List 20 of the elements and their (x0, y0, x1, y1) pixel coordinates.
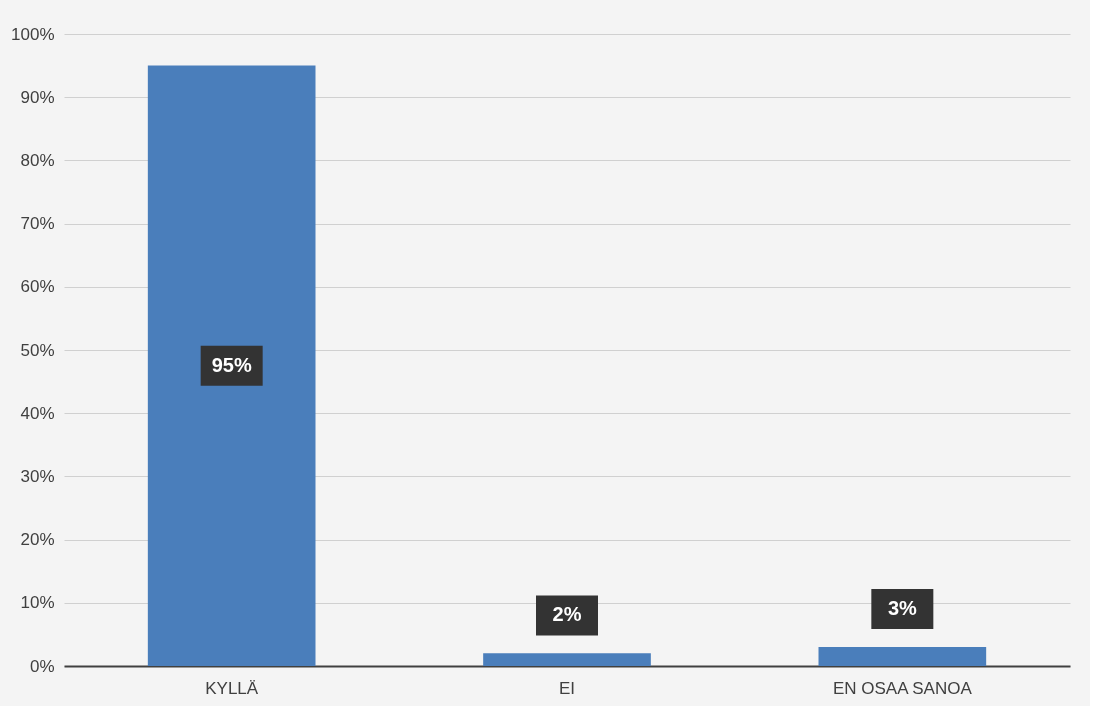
x-tick-label: EN OSAA SANOA (832, 678, 973, 698)
y-tick-label: 80% (20, 150, 55, 170)
y-tick-label: 40% (20, 403, 55, 423)
bar (147, 65, 316, 666)
y-tick-label: 20% (20, 530, 55, 550)
bar (818, 647, 987, 666)
x-tick-label: KYLLÄ (205, 678, 259, 698)
y-tick-label: 60% (20, 277, 55, 297)
data-label: 95% (211, 353, 252, 376)
bar (483, 653, 651, 666)
y-tick-label: 10% (20, 593, 55, 613)
y-tick-label: 30% (20, 466, 55, 486)
data-label: 2% (552, 603, 582, 626)
y-tick-label: 70% (20, 214, 55, 234)
y-tick-label: 100% (11, 24, 55, 44)
y-tick-label: 0% (29, 656, 55, 676)
y-tick-label: 90% (20, 87, 55, 107)
y-tick-label: 50% (20, 340, 55, 360)
x-tick-label: EI (558, 678, 576, 698)
data-label: 3% (887, 597, 917, 620)
